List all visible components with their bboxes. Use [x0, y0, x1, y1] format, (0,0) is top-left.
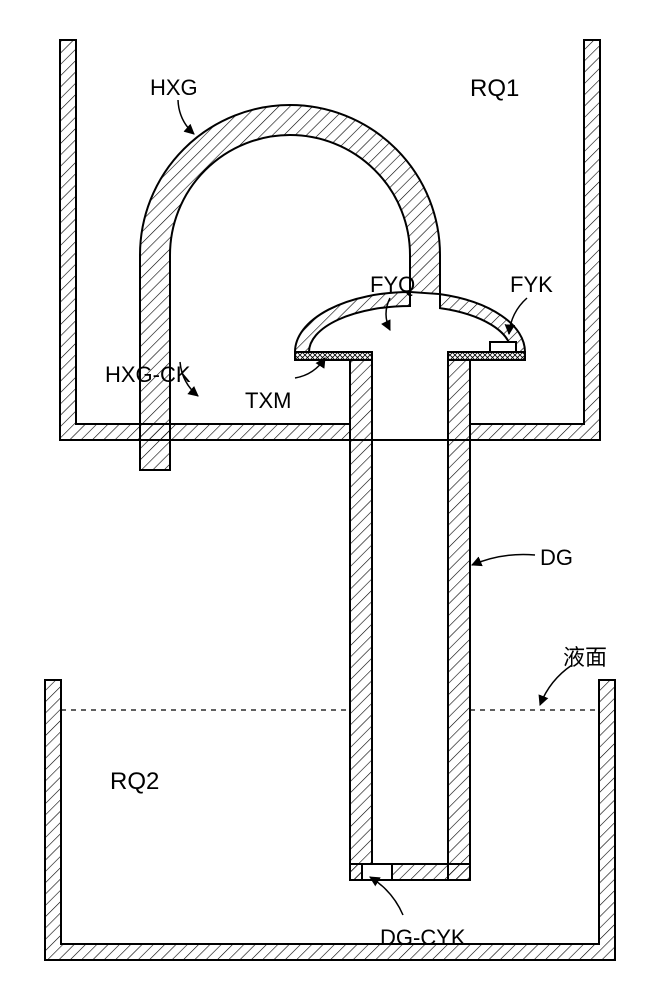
- label-ym: 液面: [563, 640, 607, 672]
- label-dg: DG: [540, 545, 573, 571]
- label-rq1: RQ1: [470, 75, 519, 103]
- label-txm: TXM: [245, 388, 291, 414]
- label-rq2: RQ2: [110, 768, 159, 796]
- label-fyq: FYQ: [370, 272, 415, 298]
- label-hxg-ck: HXG-CK: [105, 362, 191, 388]
- label-dg-cyk: DG-CYK: [380, 925, 466, 951]
- label-hxg: HXG: [150, 75, 198, 101]
- diagram-svg: [0, 0, 660, 1000]
- diagram-canvas: HXG RQ1 FYQ FYK HXG-CK TXM DG 液面 RQ2 DG-CYK: [0, 0, 660, 1000]
- label-fyk: FYK: [510, 272, 553, 298]
